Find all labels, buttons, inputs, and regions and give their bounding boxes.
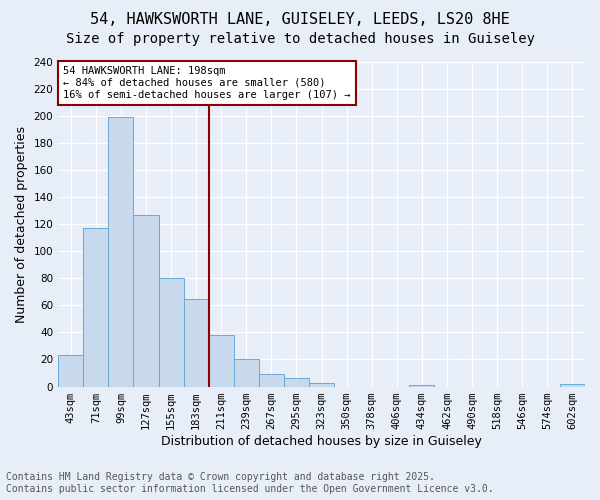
Y-axis label: Number of detached properties: Number of detached properties [15, 126, 28, 322]
Bar [58, 356, 83, 386]
Bar [234, 360, 259, 386]
Text: Size of property relative to detached houses in Guiseley: Size of property relative to detached ho… [65, 32, 535, 46]
Text: 54, HAWKSWORTH LANE, GUISELEY, LEEDS, LS20 8HE: 54, HAWKSWORTH LANE, GUISELEY, LEEDS, LS… [90, 12, 510, 28]
Bar [284, 378, 309, 386]
Bar [184, 298, 209, 386]
Bar [83, 228, 109, 386]
Text: Contains HM Land Registry data © Crown copyright and database right 2025.
Contai: Contains HM Land Registry data © Crown c… [6, 472, 494, 494]
Text: 54 HAWKSWORTH LANE: 198sqm
← 84% of detached houses are smaller (580)
16% of sem: 54 HAWKSWORTH LANE: 198sqm ← 84% of deta… [64, 66, 351, 100]
Bar [560, 384, 585, 386]
X-axis label: Distribution of detached houses by size in Guiseley: Distribution of detached houses by size … [161, 434, 482, 448]
Bar [259, 374, 284, 386]
Bar [109, 117, 133, 386]
Bar [209, 335, 234, 386]
Bar [409, 385, 434, 386]
Bar [309, 382, 334, 386]
Bar [158, 278, 184, 386]
Bar [133, 214, 158, 386]
